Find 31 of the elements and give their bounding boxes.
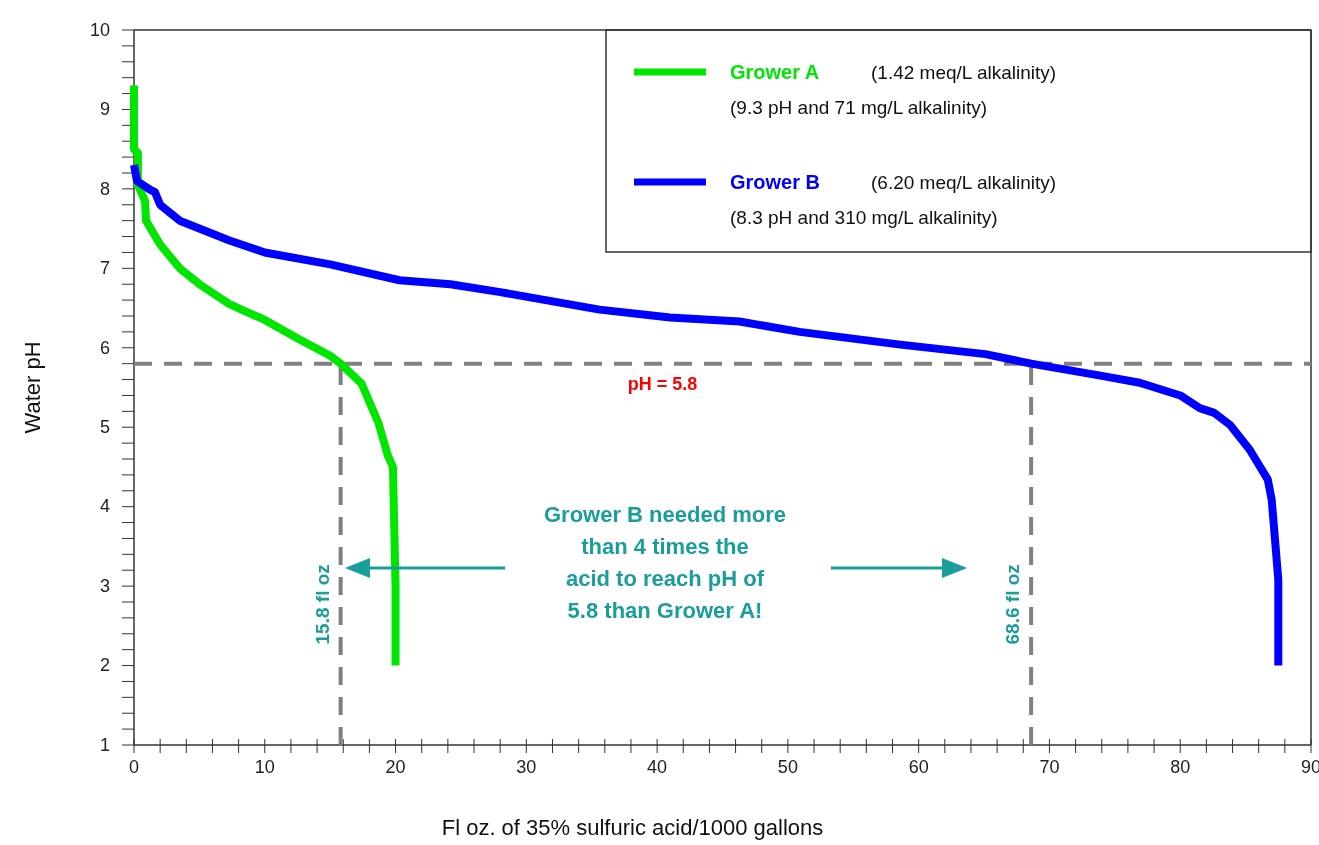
annotation: (1.42 meq/L alkalinity): [871, 62, 1057, 83]
y-tick-label: 7: [99, 258, 110, 279]
x-tick-label: 30: [516, 757, 537, 777]
ref-line-label: pH = 5.8: [627, 373, 698, 394]
annotation: (8.3 pH and 310 mg/L alkalinity): [730, 207, 998, 228]
legend-label: Grower B: [730, 171, 821, 193]
y-tick-label: 2: [99, 655, 110, 676]
ref-line-label: 68.6 fl oz: [1002, 564, 1024, 645]
y-tick-label: 5: [99, 416, 110, 437]
y-tick-label: 6: [99, 337, 110, 358]
y-tick-label: 9: [99, 99, 110, 120]
legend-label: Grower A: [730, 61, 820, 83]
annotation: (9.3 pH and 71 mg/L alkalinity): [730, 97, 987, 118]
y-axis-title: Water pH: [20, 341, 45, 434]
annotation: Grower B needed more than 4 times the acid to reach pH of 5.8 than Grower A!: [543, 502, 787, 623]
y-tick-label: 4: [99, 496, 110, 517]
y-tick-label: 8: [99, 178, 110, 199]
annotation: (6.20 meq/L alkalinity): [871, 172, 1057, 193]
x-tick-label: 10: [254, 757, 275, 777]
x-tick-label: 80: [1170, 757, 1191, 777]
x-tick-label: 70: [1039, 757, 1060, 777]
x-tick-label: 20: [385, 757, 406, 777]
x-tick-label: 50: [777, 757, 798, 777]
x-tick-label: 0: [128, 757, 140, 777]
ref-line-label: 15.8 fl oz: [311, 564, 333, 645]
x-tick-label: 60: [908, 757, 929, 777]
y-tick-label: 1: [99, 734, 110, 755]
y-tick-label: 3: [99, 575, 110, 596]
x-axis-title: Fl oz. of 35% sulfuric acid/1000 gallons: [441, 815, 824, 840]
y-tick-label: 10: [89, 19, 110, 40]
x-tick-label: 40: [647, 757, 668, 777]
